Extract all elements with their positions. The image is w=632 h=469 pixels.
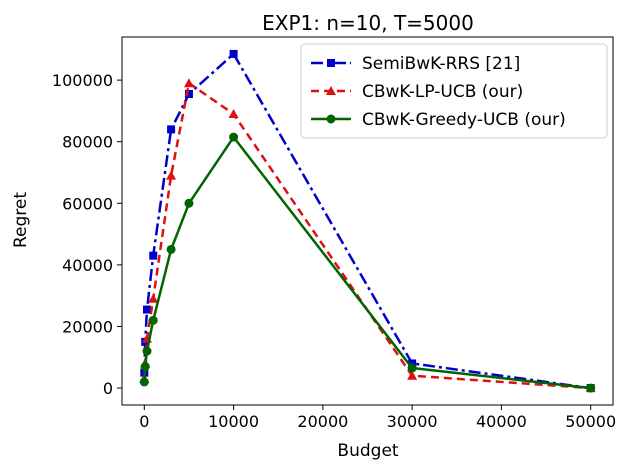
series-2-point-3 <box>148 315 158 325</box>
series-1-point-7 <box>407 370 418 380</box>
series-0-point-3 <box>149 251 158 260</box>
legend-label-2: CBwK-Greedy-UCB (our) <box>362 110 566 130</box>
series-0-point-4 <box>167 125 176 134</box>
x-tick-label: 10000 <box>208 412 259 431</box>
series-line-0 <box>143 52 591 390</box>
legend: SemiBwK-RRS [21] CBwK-LP-UCB (our) CBwK-Gr… <box>300 43 608 139</box>
y-tick-label: 60000 <box>62 194 113 213</box>
x-tick-label: 0 <box>139 412 149 431</box>
chart-title: EXP1: n=10, T=5000 <box>262 11 474 35</box>
series-2-point-7 <box>407 363 417 373</box>
y-tick-label: 0 <box>103 379 113 398</box>
series-0-point-6 <box>229 49 238 58</box>
series-1-point-3 <box>148 293 159 303</box>
series-1-point-4 <box>166 170 177 180</box>
plot-frame <box>121 36 614 406</box>
y-axis-label: Regret <box>11 192 31 248</box>
series-2-point-8 <box>586 383 596 393</box>
series-1-point-5 <box>183 78 194 88</box>
series-2-point-4 <box>166 244 176 254</box>
x-tick-label: 40000 <box>476 412 527 431</box>
y-tick-label: 100000 <box>52 71 113 90</box>
series-line-2 <box>143 135 591 390</box>
series-0-point-5 <box>184 89 193 98</box>
legend-label-0: SemiBwK-RRS [21] <box>362 54 520 74</box>
legend-marker-0 <box>327 59 335 67</box>
series-2-point-1 <box>140 362 150 372</box>
legend-marker-1 <box>326 86 336 95</box>
series-2-point-2 <box>142 346 152 356</box>
x-tick-label: 20000 <box>297 412 348 431</box>
series-line-1 <box>143 81 591 390</box>
x-tick-label: 30000 <box>387 412 438 431</box>
series-2-point-0 <box>139 377 149 387</box>
y-tick-label: 40000 <box>62 256 113 275</box>
x-axis-label: Budget <box>337 441 398 461</box>
y-tick-label: 80000 <box>62 133 113 152</box>
series-2-point-5 <box>184 198 194 208</box>
series-2-point-6 <box>229 132 239 142</box>
x-tick-label: 50000 <box>565 412 616 431</box>
legend-box <box>300 43 608 139</box>
y-tick-label: 20000 <box>62 317 113 336</box>
series-0-point-2 <box>142 305 151 314</box>
plot-area <box>139 49 596 393</box>
series-0-point-7 <box>408 359 417 368</box>
legend-marker-2 <box>326 114 336 124</box>
series-1-point-6 <box>228 108 239 118</box>
axes: 0 10000 20000 30000 40000 50000 0 20000 40000 600… <box>52 36 616 431</box>
legend-label-1: CBwK-LP-UCB (our) <box>362 82 523 102</box>
